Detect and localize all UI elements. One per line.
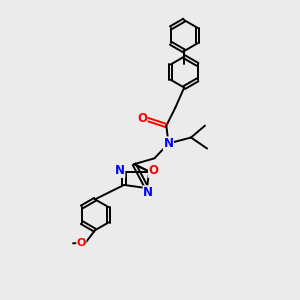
Text: O: O	[148, 164, 158, 177]
Text: N: N	[164, 137, 173, 150]
Text: N: N	[115, 164, 125, 177]
Text: N: N	[143, 186, 153, 199]
Text: O: O	[137, 112, 147, 125]
Text: O: O	[77, 238, 86, 248]
